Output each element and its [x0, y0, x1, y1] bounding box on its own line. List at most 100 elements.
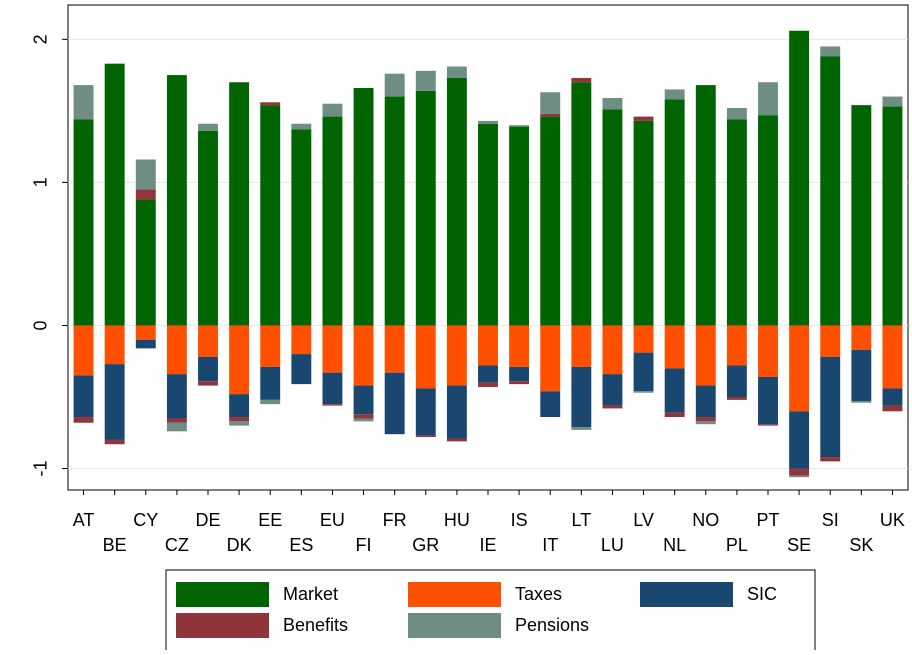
legend-label: Taxes	[515, 584, 562, 604]
bar-segment	[726, 325, 747, 366]
bar-segment	[789, 468, 810, 476]
bar-segment	[540, 92, 561, 114]
bar-segment	[602, 97, 623, 110]
y-tick-label: 0	[31, 320, 51, 330]
bar-segment	[291, 354, 312, 385]
bar-segment	[166, 418, 187, 423]
bar-segment	[260, 102, 281, 106]
legend-label: Benefits	[283, 615, 348, 635]
bar-segment	[353, 418, 374, 422]
bar-segment	[571, 325, 592, 367]
bar-segment	[882, 96, 903, 107]
x-tick-label: IE	[479, 535, 496, 555]
x-tick-label: DK	[227, 535, 252, 555]
bar-segment	[322, 372, 343, 405]
x-tick-label: NL	[663, 535, 686, 555]
bar-segment	[353, 325, 374, 386]
bar-segment	[509, 125, 530, 127]
bar-segment	[415, 435, 436, 438]
bar-segment	[198, 356, 218, 382]
bar-segment	[229, 417, 250, 422]
bar-segment	[882, 405, 903, 412]
bar-segment	[695, 417, 716, 422]
bar-segment	[446, 385, 467, 439]
bar-segment	[726, 119, 747, 326]
bar-segment	[322, 116, 343, 326]
bar-segment	[478, 365, 498, 383]
bar-segment	[633, 120, 654, 326]
bar-segment	[415, 388, 436, 436]
bar-segment	[135, 325, 156, 340]
bar-segment	[198, 130, 218, 326]
bar-segment	[509, 126, 530, 326]
bar-segment	[664, 89, 685, 100]
bar-segment	[633, 352, 654, 392]
bar-segment	[820, 457, 841, 462]
bar-segment	[291, 129, 312, 326]
bar-segment	[695, 85, 716, 326]
bar-segment	[104, 63, 125, 326]
bar-segment	[820, 46, 841, 57]
bar-segment	[104, 439, 125, 445]
bar-segment	[602, 109, 623, 326]
bar-segment	[633, 325, 654, 353]
bar-segment	[229, 394, 250, 418]
bar-segment	[353, 385, 374, 415]
bar-segment	[322, 103, 343, 117]
bar-segment	[540, 113, 561, 117]
bar-segment	[478, 123, 498, 326]
x-tick-label: UK	[880, 510, 905, 530]
bar-segment	[104, 364, 125, 440]
bar-segment	[633, 116, 654, 121]
x-tick-label: GR	[412, 535, 439, 555]
bar-segment	[664, 412, 685, 418]
bar-segment	[73, 375, 94, 418]
bar-segment	[260, 325, 281, 367]
bar-segment	[260, 366, 281, 400]
bar-segment	[478, 325, 498, 366]
bar-segment	[664, 325, 685, 369]
bar-segment	[633, 391, 654, 393]
bar-segment	[726, 365, 747, 398]
legend-swatch	[408, 582, 501, 607]
bar-segment	[478, 120, 498, 124]
bar-segment	[135, 189, 156, 200]
bar-segment	[322, 404, 343, 406]
x-tick-label: IT	[542, 535, 558, 555]
x-tick-label: PL	[726, 535, 748, 555]
bar-segment	[229, 325, 250, 395]
x-tick-label: DE	[195, 510, 220, 530]
y-tick-label: 2	[31, 34, 51, 44]
bar-segment	[509, 381, 530, 385]
bar-segment	[166, 75, 187, 326]
bar-segment	[540, 116, 561, 326]
x-tick-label: SE	[787, 535, 811, 555]
bar-segment	[571, 82, 592, 326]
bar-segment	[73, 85, 94, 120]
bar-segment	[820, 356, 841, 458]
bar-segment	[198, 325, 218, 357]
bar-segment	[540, 325, 561, 392]
bar-segment	[726, 397, 747, 400]
bar-segment	[260, 105, 281, 326]
bar-segment	[695, 421, 716, 425]
bar-segment	[758, 376, 778, 425]
bar-segment	[789, 475, 810, 478]
bar-segment	[73, 417, 94, 423]
x-tick-label: FR	[383, 510, 407, 530]
bar-segment	[478, 382, 498, 387]
x-tick-label: IS	[511, 510, 528, 530]
bar-segment	[758, 424, 778, 426]
x-tick-label: SI	[822, 510, 839, 530]
bar-segment	[695, 385, 716, 418]
bar-segment	[322, 325, 343, 373]
legend-label: Market	[283, 584, 338, 604]
bar-segment	[229, 82, 250, 326]
bar-segment	[291, 325, 312, 355]
bar-segment	[882, 106, 903, 326]
bar-segment	[820, 325, 841, 357]
bar-segment	[509, 366, 530, 382]
legend-swatch	[640, 582, 733, 607]
bar-segment	[73, 325, 94, 376]
